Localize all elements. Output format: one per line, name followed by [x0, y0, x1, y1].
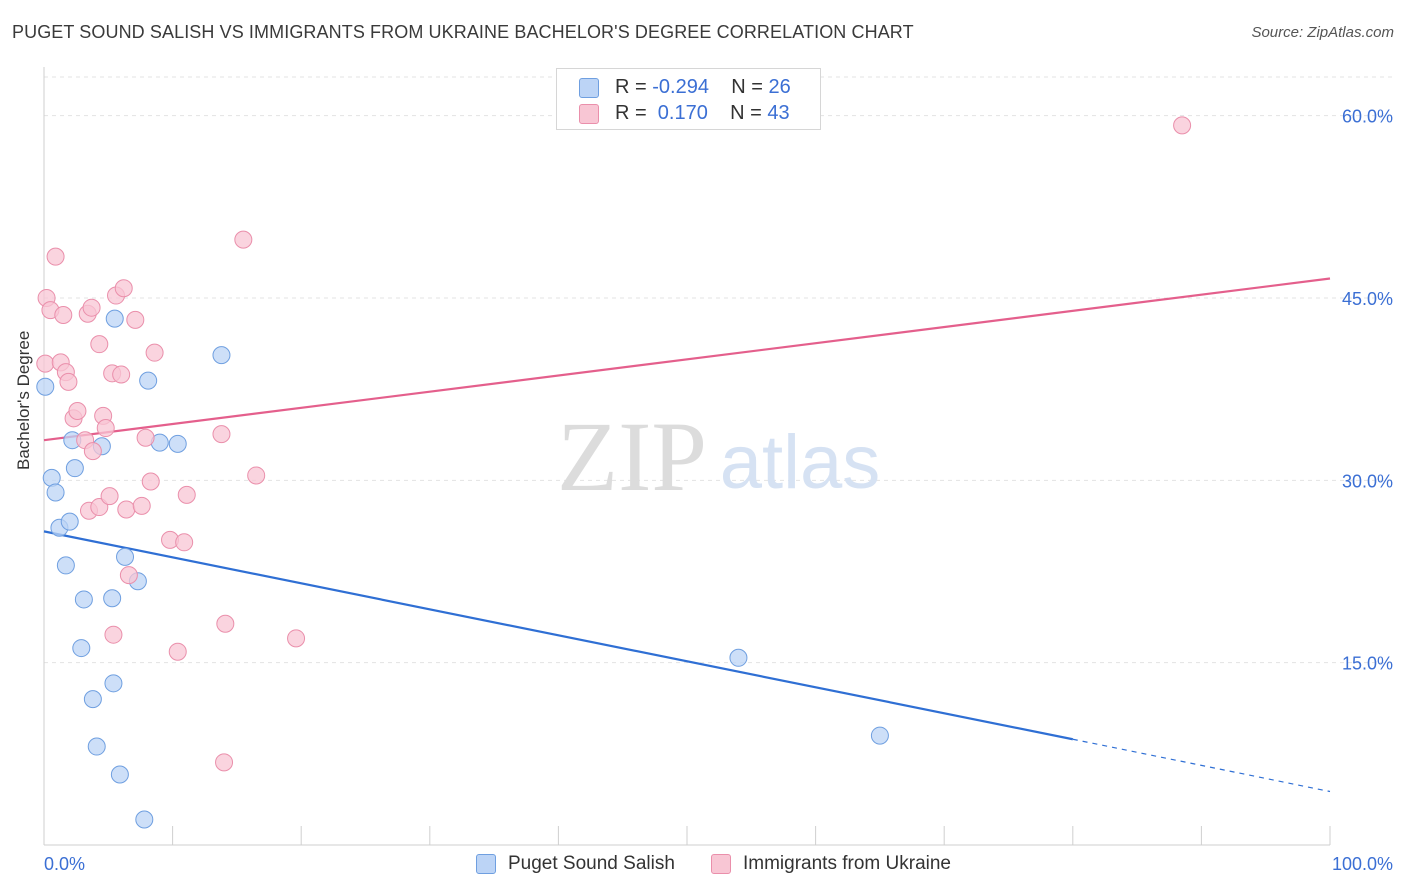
salish-point [65, 459, 84, 478]
x-tick-label: 100.0% [1332, 854, 1393, 874]
watermark-atlas: atlas [720, 420, 881, 505]
ukraine-point [234, 230, 253, 249]
trend-lines [43, 277, 1331, 793]
watermark: ZIP atlas [557, 401, 880, 512]
r-value: 0.170 [652, 102, 708, 124]
ukraine-trend-line [43, 277, 1331, 442]
y-tick-label: 30.0% [1342, 471, 1393, 491]
ukraine-point [46, 247, 65, 266]
data-points [36, 116, 1192, 829]
salish-point [105, 309, 124, 328]
ukraine-point [100, 487, 119, 506]
ukraine-point [145, 343, 164, 362]
correlation-legend: R = -0.294 N = 26 R = 0.170 N = 43 [556, 68, 821, 130]
salish-trend-line [43, 530, 1074, 741]
ukraine-point [1173, 116, 1192, 135]
legend-label: Puget Sound Salish [508, 853, 675, 874]
salish-point [212, 346, 231, 365]
n-value: 43 [767, 102, 790, 124]
salish-point [135, 810, 154, 829]
ukraine-point [126, 310, 145, 329]
ukraine-point [216, 614, 235, 633]
n-label: N = [730, 102, 762, 124]
salish-point [83, 690, 102, 709]
salish-point [60, 512, 79, 531]
ukraine-point [82, 298, 101, 317]
ukraine-point [132, 496, 151, 515]
ukraine-point [90, 498, 109, 517]
salish-point [729, 648, 748, 667]
y-tick-label: 60.0% [1342, 107, 1393, 127]
y-axis-label: Bachelor's Degree [14, 330, 33, 470]
ukraine-point [177, 485, 196, 504]
ukraine-point [247, 466, 266, 485]
legend-swatch-pink [579, 104, 599, 124]
ukraine-point [68, 402, 87, 421]
salish-point [168, 434, 187, 453]
salish-point [110, 765, 129, 784]
ukraine-point [168, 642, 187, 661]
ukraine-point [215, 753, 234, 772]
ukraine-point [112, 365, 131, 384]
salish-point [104, 674, 123, 693]
r-label: R = [615, 76, 647, 98]
legend-swatch-pink [711, 854, 731, 874]
salish-point [36, 377, 55, 396]
x-tick-label: 0.0% [44, 854, 85, 874]
ukraine-point [119, 566, 138, 585]
ukraine-point [141, 472, 160, 491]
salish-point [139, 371, 158, 390]
y-tick-label: 45.0% [1342, 289, 1393, 309]
ukraine-point [287, 629, 306, 648]
ukraine-point [96, 419, 115, 438]
salish-point [72, 639, 91, 658]
ukraine-point [59, 372, 78, 391]
n-label: N = [731, 76, 763, 98]
ukraine-point [54, 305, 73, 324]
salish-point [116, 547, 135, 566]
legend-swatch-blue [476, 854, 496, 874]
axes [43, 67, 1331, 846]
salish-trend-extension [1072, 738, 1331, 793]
tick-labels: 15.0% 30.0% 45.0% 60.0% 0.0% 100.0% [44, 107, 1393, 874]
r-value: -0.294 [652, 76, 709, 98]
ukraine-point [36, 354, 55, 373]
source-label: Source: ZipAtlas.com [1251, 24, 1394, 41]
ukraine-point [114, 279, 133, 298]
ukraine-point [136, 428, 155, 447]
watermark-zip: ZIP [557, 401, 707, 512]
r-label: R = [615, 102, 647, 124]
legend-swatch-blue [579, 78, 599, 98]
ukraine-point [117, 500, 136, 519]
ukraine-point [104, 625, 123, 644]
series-legend: Puget Sound Salish Immigrants from Ukrai… [0, 852, 1406, 878]
y-tick-label: 15.0% [1342, 654, 1393, 674]
salish-point [74, 590, 93, 609]
gridlines [44, 76, 1394, 664]
salish-point [46, 483, 65, 502]
n-value: 26 [768, 76, 791, 98]
legend-label: Immigrants from Ukraine [743, 853, 951, 874]
chart-title: PUGET SOUND SALISH VS IMMIGRANTS FROM UK… [12, 22, 914, 42]
ukraine-point [90, 335, 109, 354]
ukraine-point [175, 533, 194, 552]
salish-point [103, 589, 122, 608]
salish-point [87, 737, 106, 756]
salish-point [56, 556, 75, 575]
salish-point [870, 726, 889, 745]
ukraine-point [83, 442, 102, 461]
ukraine-point [212, 425, 231, 444]
